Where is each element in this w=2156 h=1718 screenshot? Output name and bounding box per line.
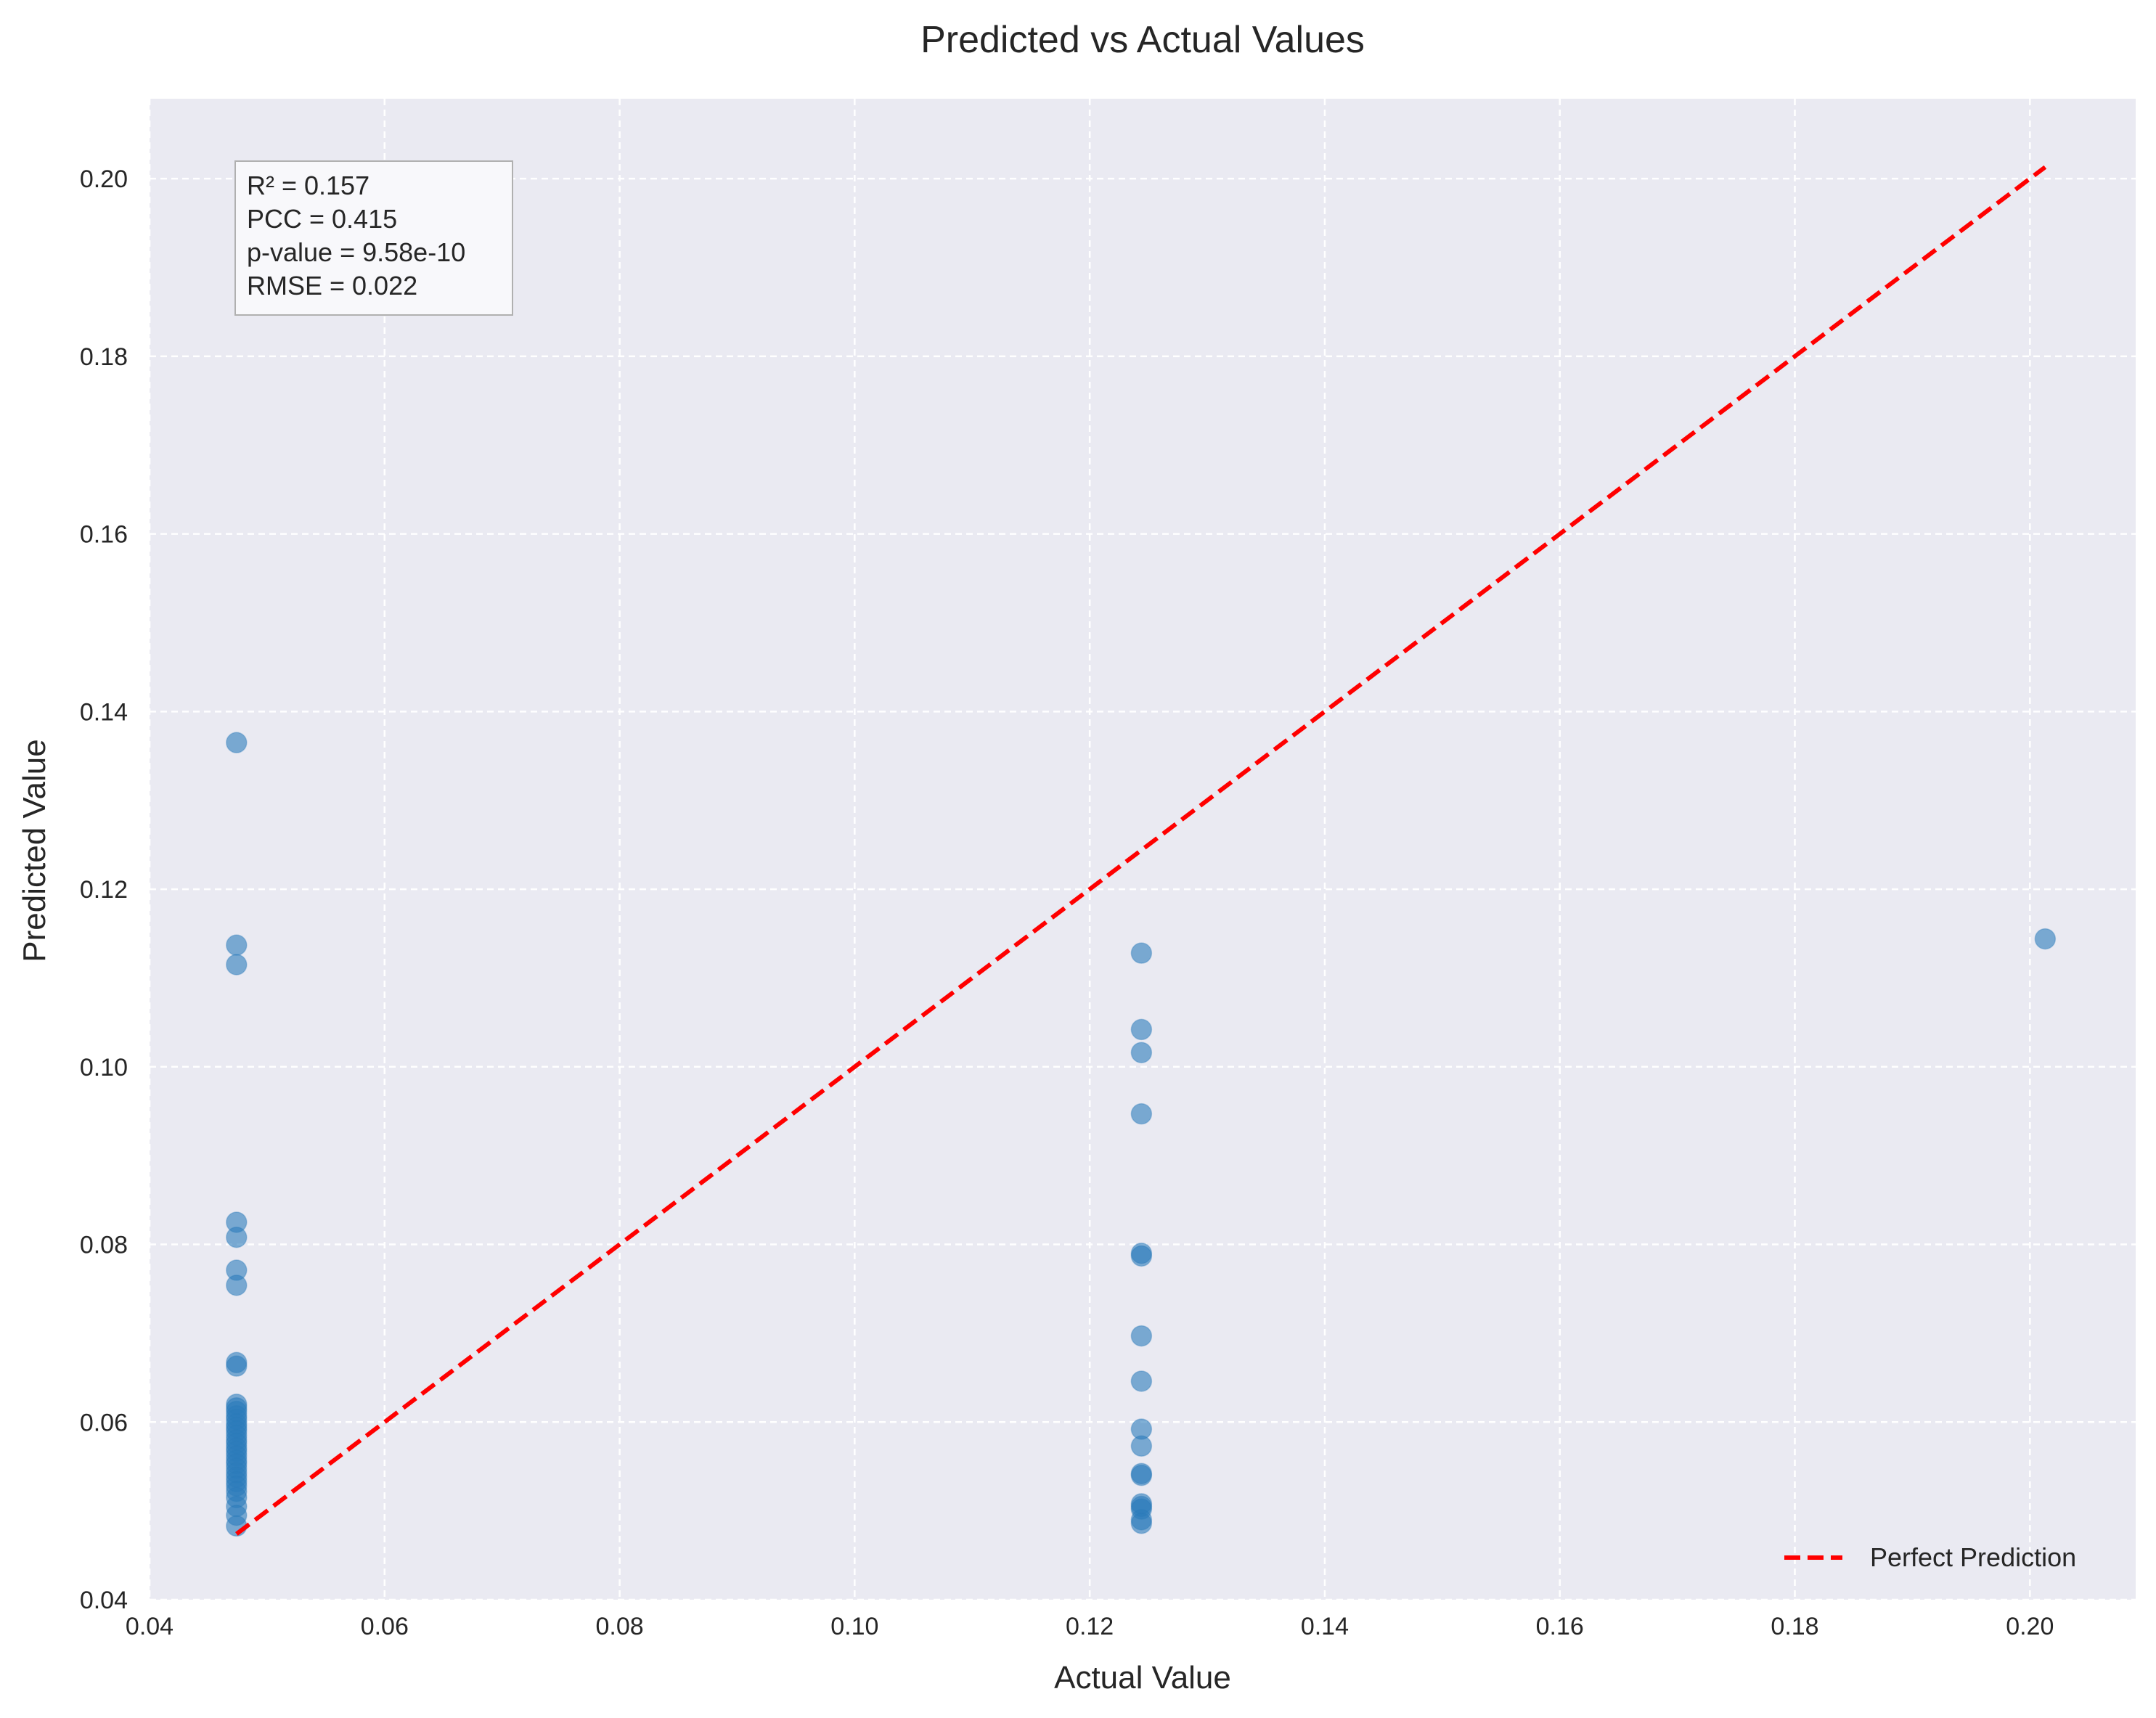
- x-axis-label: Actual Value: [1054, 1660, 1231, 1695]
- data-point: [1130, 1370, 1153, 1392]
- y-axis-label: Predicted Value: [17, 739, 52, 962]
- perfect-prediction-line: [234, 165, 2047, 1536]
- data-point: [226, 1275, 248, 1296]
- x-tick-label: 0.14: [1301, 1613, 1349, 1640]
- chart-title: Predicted vs Actual Values: [920, 19, 1365, 61]
- x-tick-label: 0.20: [2006, 1613, 2054, 1640]
- x-tick-label: 0.04: [126, 1613, 173, 1640]
- y-tick-label: 0.20: [80, 165, 128, 193]
- rmse-text: RMSE = 0.022: [247, 271, 417, 300]
- x-tick-label: 0.10: [830, 1613, 878, 1640]
- legend: Perfect Prediction: [1784, 1542, 2076, 1572]
- r-squared-text: R² = 0.157: [247, 171, 369, 200]
- x-tick-label: 0.12: [1066, 1613, 1114, 1640]
- x-tick-label: 0.16: [1536, 1613, 1584, 1640]
- data-point: [226, 1226, 248, 1248]
- data-point: [1130, 1103, 1153, 1125]
- data-point: [226, 954, 248, 975]
- y-tick-label: 0.12: [80, 876, 128, 904]
- data-point: [1130, 942, 1153, 964]
- scatter-points: [226, 732, 2057, 1537]
- p-value-text: p-value = 9.58e-10: [247, 237, 465, 267]
- data-point: [2034, 928, 2057, 950]
- data-point: [1130, 1513, 1153, 1534]
- x-tick-label: 0.08: [595, 1613, 643, 1640]
- y-axis-ticks: 0.04 0.06 0.08 0.10 0.12 0.14 0.16 0.18 0.20: [80, 165, 128, 1614]
- data-point: [226, 934, 248, 956]
- x-axis-ticks: 0.04 0.06 0.08 0.10 0.12 0.14 0.16 0.18 0.20: [126, 1613, 2054, 1640]
- y-tick-label: 0.14: [80, 698, 128, 726]
- data-point: [1130, 1042, 1153, 1063]
- stats-box-frame: [234, 160, 513, 316]
- data-point: [1130, 1245, 1153, 1267]
- y-tick-label: 0.06: [80, 1409, 128, 1436]
- x-tick-label: 0.06: [361, 1613, 409, 1640]
- data-point: [1130, 1464, 1153, 1486]
- pcc-text: PCC = 0.415: [247, 204, 397, 234]
- y-tick-label: 0.10: [80, 1054, 128, 1081]
- y-tick-label: 0.04: [80, 1587, 128, 1614]
- x-tick-label: 0.18: [1771, 1613, 1818, 1640]
- y-tick-label: 0.08: [80, 1232, 128, 1259]
- data-point: [226, 732, 248, 753]
- data-point: [1130, 1435, 1153, 1457]
- y-tick-label: 0.16: [80, 521, 128, 549]
- stats-box: R² = 0.157 PCC = 0.415 p-value = 9.58e-1…: [234, 160, 513, 316]
- reference-line-layer: [234, 165, 2047, 1536]
- y-tick-label: 0.18: [80, 343, 128, 371]
- data-point: [226, 1355, 248, 1377]
- data-point: [1130, 1325, 1153, 1347]
- data-point: [1130, 1018, 1153, 1041]
- legend-label: Perfect Prediction: [1870, 1542, 2076, 1572]
